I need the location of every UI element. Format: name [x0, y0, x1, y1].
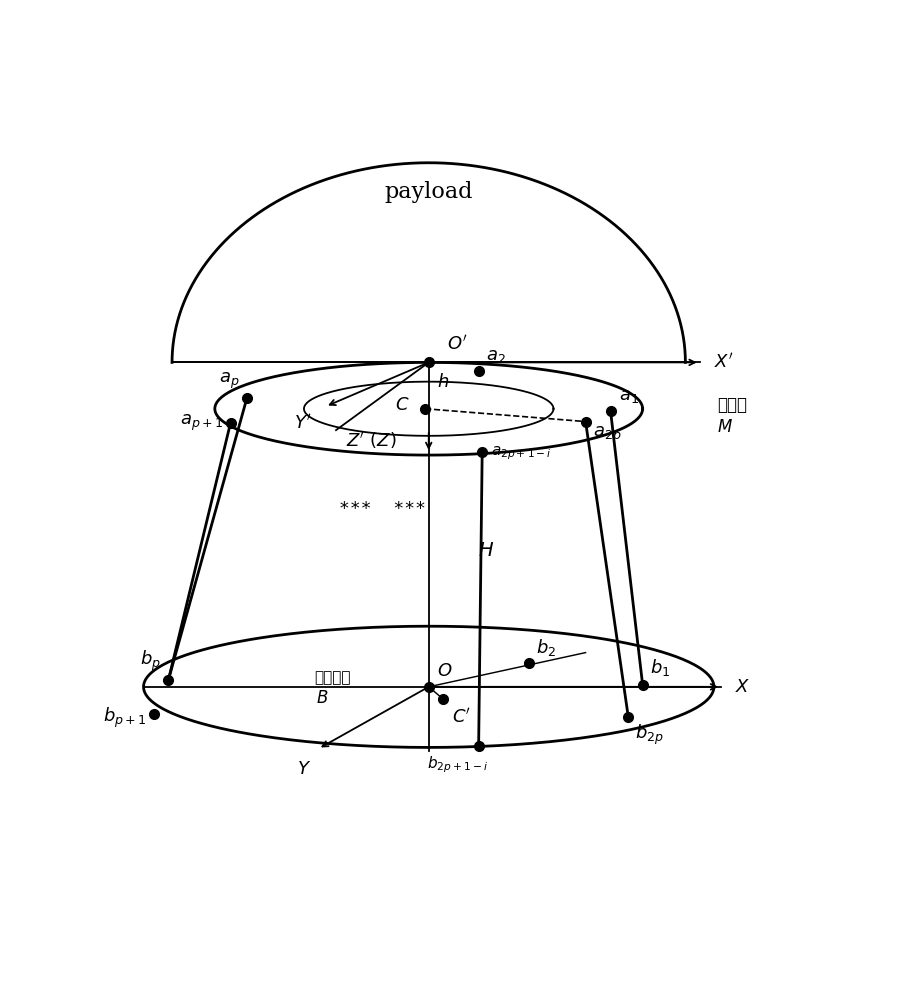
Text: $a_{p+1}$: $a_{p+1}$ [180, 413, 223, 433]
Text: $Z'$ $(Z)$: $Z'$ $(Z)$ [346, 430, 396, 451]
Text: $b_p$: $b_p$ [141, 648, 161, 673]
Text: $Y'$: $Y'$ [293, 414, 311, 433]
Text: $C$: $C$ [394, 396, 409, 414]
Text: 固定平台: 固定平台 [314, 670, 350, 685]
Text: $b_{p+1}$: $b_{p+1}$ [103, 705, 147, 730]
Text: $X'$: $X'$ [713, 353, 732, 372]
Text: ${B}$: ${B}$ [315, 690, 327, 707]
Text: 动平台: 动平台 [717, 396, 746, 414]
Text: $a_p$: $a_p$ [219, 371, 240, 391]
Text: $O'$: $O'$ [446, 335, 467, 354]
Text: $X$: $X$ [734, 678, 750, 696]
Text: payload: payload [384, 181, 472, 203]
Text: $C'$: $C'$ [451, 707, 471, 726]
Text: $b_2$: $b_2$ [535, 637, 555, 658]
Text: $Y$: $Y$ [297, 760, 311, 778]
Text: $a_{2p}$: $a_{2p}$ [592, 425, 620, 445]
Text: ${M}$: ${M}$ [717, 419, 732, 436]
Text: ***  ***: *** *** [338, 500, 425, 518]
Text: $H$: $H$ [477, 542, 494, 560]
Text: $b_{2p+1-i}$: $b_{2p+1-i}$ [426, 755, 487, 775]
Text: $b_{2p}$: $b_{2p}$ [635, 723, 664, 747]
Text: $h$: $h$ [437, 373, 449, 391]
Text: $b_1$: $b_1$ [649, 657, 669, 678]
Text: $O$: $O$ [437, 662, 452, 680]
Text: $a_2$: $a_2$ [485, 347, 505, 365]
Text: $a_{2p+1-i}$: $a_{2p+1-i}$ [490, 444, 551, 462]
Text: $a_1$: $a_1$ [618, 387, 639, 405]
